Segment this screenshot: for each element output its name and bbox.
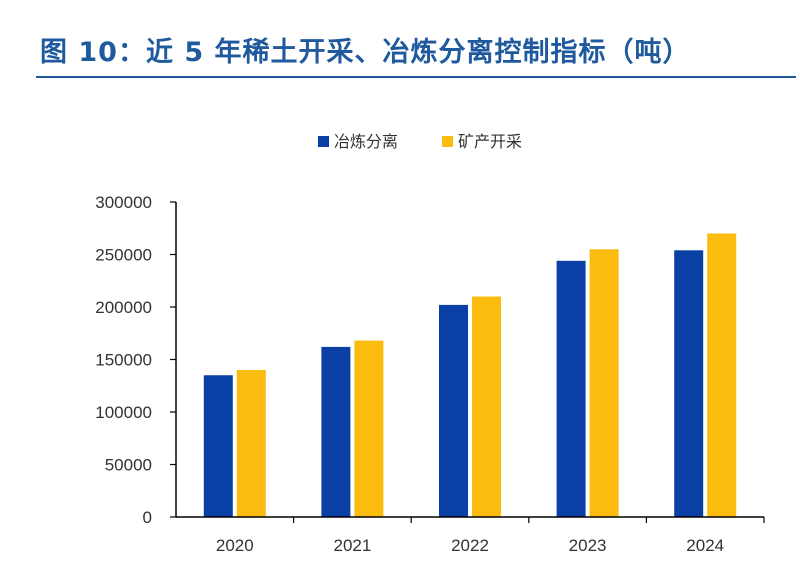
bar-2024-0 — [674, 250, 704, 518]
legend-label: 矿产开采 — [458, 132, 522, 151]
bar-2021-1 — [354, 340, 384, 517]
x-tick-label: 2024 — [686, 536, 724, 555]
y-tick-label: 50000 — [105, 456, 152, 475]
legend-label: 冶炼分离 — [334, 132, 398, 151]
legend-swatch — [318, 136, 329, 147]
legend: 冶炼分离 矿产开采 — [318, 132, 522, 151]
y-tick-label: 100000 — [95, 403, 152, 422]
x-tick-label: 2022 — [451, 536, 489, 555]
x-axis-ticks: 2020 2021 2022 2023 2024 — [216, 517, 765, 555]
y-tick-label: 300000 — [95, 193, 152, 212]
bar-2021-0 — [321, 346, 351, 517]
bar-2023-1 — [589, 249, 619, 517]
bar-2022-1 — [472, 296, 501, 517]
x-tick-label: 2023 — [569, 536, 607, 555]
y-axis-ticks: 0 50000 100000 150000 200000 250000 300000 — [95, 193, 176, 527]
bar-2024-1 — [707, 233, 737, 517]
y-tick-label: 250000 — [95, 246, 152, 265]
bar-2023-0 — [556, 260, 586, 517]
y-tick-label: 150000 — [95, 351, 152, 370]
bar-2020-1 — [236, 370, 266, 517]
x-tick-label: 2020 — [216, 536, 254, 555]
figure-title: 图 10：近 5 年稀土开采、冶炼分离控制指标（吨） — [40, 37, 691, 68]
bar-2022-0 — [439, 304, 468, 517]
bars — [203, 233, 737, 518]
x-tick-label: 2021 — [333, 536, 371, 555]
title-divider — [36, 76, 796, 78]
y-tick-label: 200000 — [95, 298, 152, 317]
legend-swatch — [442, 136, 453, 147]
y-tick-label: 0 — [143, 508, 152, 527]
bar-2020-0 — [203, 375, 233, 517]
